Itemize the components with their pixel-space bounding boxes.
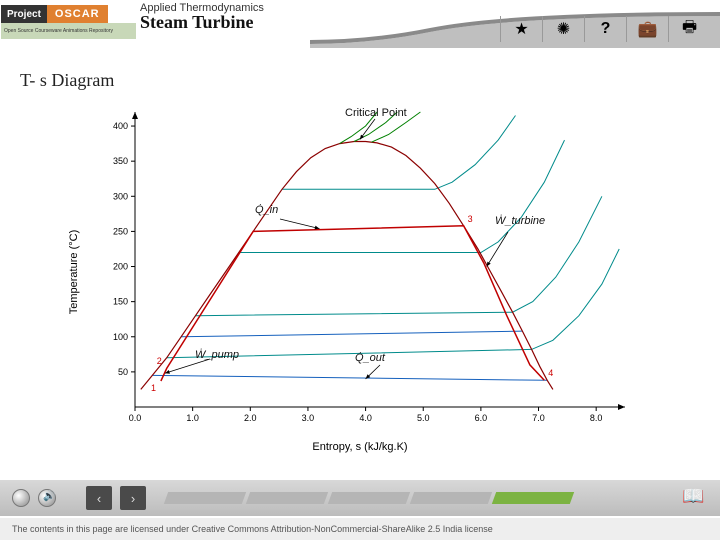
svg-text:4.0: 4.0 bbox=[359, 413, 372, 423]
svg-text:250: 250 bbox=[113, 226, 128, 236]
notes-icon[interactable]: 📖 bbox=[682, 486, 706, 510]
logo-subtitle: Open Source Courseware Animations Reposi… bbox=[1, 23, 136, 39]
logo-oscar-text: OSCAR bbox=[47, 5, 108, 23]
svg-text:5.0: 5.0 bbox=[417, 413, 430, 423]
ts-diagram-chart: 0.0 1.0 2.0 3.0 4.0 5.0 6.0 7.0 8.0 50 100 150 200 25… bbox=[80, 97, 640, 447]
svg-text:7.0: 7.0 bbox=[532, 413, 545, 423]
content-area: T- s Diagram 0.0 1.0 2.0 3.0 4.0 5.0 6.0 7.0 8.0… bbox=[0, 60, 720, 480]
chart-canvas: 0.0 1.0 2.0 3.0 4.0 5.0 6.0 7.0 8.0 50 100 150 200 25… bbox=[80, 97, 640, 447]
svg-text:50: 50 bbox=[118, 367, 128, 377]
annot-q-out: Q̇_out bbox=[355, 352, 385, 364]
svg-text:100: 100 bbox=[113, 332, 128, 342]
svg-text:350: 350 bbox=[113, 156, 128, 166]
page-title: Steam Turbine bbox=[140, 12, 264, 33]
x-axis-label: Entropy, s (kJ/kg.K) bbox=[312, 441, 407, 453]
progress-segment[interactable] bbox=[328, 492, 410, 504]
state-point-2: 2 bbox=[157, 356, 162, 366]
top-toolbar: ★ ✺ ? 💼 🖶 bbox=[500, 16, 710, 42]
annot-w-pump: Ẇ_pump bbox=[195, 349, 239, 361]
logo-project-text: Project bbox=[1, 5, 47, 23]
section-title: T- s Diagram bbox=[20, 70, 700, 91]
svg-text:400: 400 bbox=[113, 121, 128, 131]
spark-icon[interactable]: ✺ bbox=[542, 16, 584, 42]
progress-segment[interactable] bbox=[246, 492, 328, 504]
progress-segments bbox=[166, 492, 572, 504]
progress-segment[interactable] bbox=[410, 492, 492, 504]
svg-text:2.0: 2.0 bbox=[244, 413, 257, 423]
progress-segment[interactable] bbox=[164, 492, 246, 504]
svg-text:1.0: 1.0 bbox=[186, 413, 199, 423]
annot-critical-point: Critical Point bbox=[345, 107, 407, 119]
svg-text:150: 150 bbox=[113, 297, 128, 307]
print-icon[interactable]: 🖶 bbox=[668, 16, 710, 42]
star-icon[interactable]: ★ bbox=[500, 16, 542, 42]
bottom-nav-bar: 🔊 ‹ › 📖 bbox=[0, 480, 720, 516]
license-text: The contents in this page are licensed u… bbox=[12, 524, 493, 534]
svg-text:300: 300 bbox=[113, 191, 128, 201]
svg-text:0.0: 0.0 bbox=[129, 413, 142, 423]
y-axis-label: Temperature (°C) bbox=[68, 230, 80, 314]
help-icon[interactable]: ? bbox=[584, 16, 626, 42]
license-footer: The contents in this page are licensed u… bbox=[0, 518, 720, 540]
state-point-1: 1 bbox=[151, 383, 156, 393]
audio-indicator-icon bbox=[12, 489, 30, 507]
header: Project OSCAR Open Source Courseware Ani… bbox=[0, 0, 720, 50]
svg-text:3.0: 3.0 bbox=[302, 413, 315, 423]
prev-button[interactable]: ‹ bbox=[86, 486, 112, 510]
svg-text:200: 200 bbox=[113, 262, 128, 272]
annot-w-turbine: Ẇ_turbine bbox=[495, 215, 545, 227]
annot-q-in: Q̇_in bbox=[255, 204, 278, 216]
state-point-3: 3 bbox=[468, 214, 473, 224]
svg-text:6.0: 6.0 bbox=[475, 413, 488, 423]
state-point-4: 4 bbox=[548, 368, 553, 378]
next-button[interactable]: › bbox=[120, 486, 146, 510]
logo: Project OSCAR Open Source Courseware Ani… bbox=[1, 5, 136, 43]
audio-toggle-icon[interactable]: 🔊 bbox=[38, 489, 56, 507]
svg-text:8.0: 8.0 bbox=[590, 413, 603, 423]
briefcase-icon[interactable]: 💼 bbox=[626, 16, 668, 42]
progress-segment[interactable] bbox=[492, 492, 574, 504]
